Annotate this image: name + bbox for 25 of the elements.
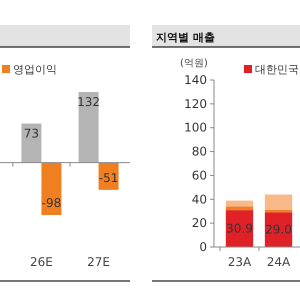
y-axis-title: (억원): [180, 58, 208, 69]
bar: [226, 200, 254, 207]
y-tick-label: 60: [192, 168, 207, 182]
data-label: 29.0: [265, 222, 292, 237]
data-label: 132: [77, 95, 100, 109]
y-tick-label: 20: [192, 216, 207, 230]
data-label: -51: [98, 170, 118, 185]
bar: [226, 206, 254, 210]
x-tick-label: 26E: [30, 255, 53, 269]
x-tick-label: 27E: [87, 255, 110, 269]
y-tick-label: 40: [192, 192, 207, 206]
data-label: 73: [24, 126, 40, 141]
x-tick-label: 23A: [228, 255, 252, 269]
legend-label: 대한민국: [255, 63, 299, 76]
y-tick-label: 80: [192, 144, 207, 159]
data-label: -98: [42, 196, 62, 210]
data-label: 30.9: [226, 222, 253, 236]
y-tick-label: 140: [184, 73, 207, 87]
bar: [264, 194, 292, 210]
y-tick-label: 100: [184, 120, 207, 135]
y-tick-label: 0: [199, 240, 207, 254]
legend-label: 영업이익: [13, 63, 57, 76]
chart-title: 지역별 매출: [155, 31, 215, 44]
y-tick-label: 120: [184, 96, 207, 111]
x-tick-label: 24A: [266, 255, 292, 269]
